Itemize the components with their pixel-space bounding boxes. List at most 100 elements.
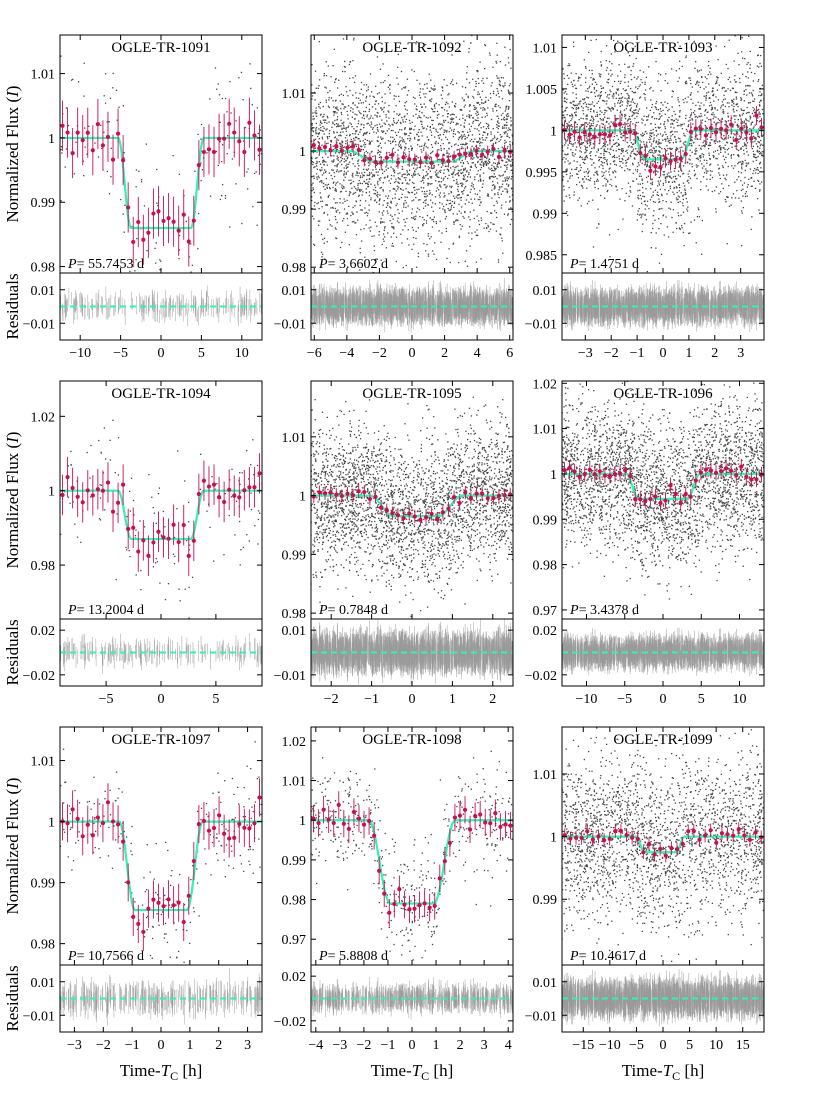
raw-point	[424, 143, 425, 144]
raw-point	[377, 56, 378, 57]
raw-point	[712, 177, 713, 178]
binned-point	[452, 155, 456, 159]
raw-point	[439, 159, 440, 160]
raw-point	[504, 140, 505, 141]
raw-point	[506, 161, 507, 162]
raw-point	[470, 211, 471, 212]
raw-point	[441, 232, 442, 233]
raw-point	[367, 213, 368, 214]
raw-point	[369, 104, 370, 105]
raw-point	[225, 195, 226, 196]
raw-point	[447, 178, 448, 179]
raw-point	[332, 187, 333, 188]
raw-point	[446, 228, 447, 229]
raw-point	[378, 136, 379, 137]
raw-point	[366, 96, 367, 97]
raw-point	[507, 133, 508, 134]
raw-point	[433, 90, 434, 91]
raw-point	[424, 96, 425, 97]
raw-point	[416, 211, 417, 212]
raw-point	[319, 221, 320, 222]
binned-point	[227, 122, 231, 126]
raw-point	[364, 84, 365, 85]
raw-point	[318, 88, 319, 89]
raw-point	[319, 161, 320, 162]
raw-point	[352, 95, 353, 96]
raw-point	[366, 192, 367, 193]
raw-point	[345, 232, 346, 233]
raw-point	[434, 108, 435, 109]
raw-point	[321, 123, 322, 124]
raw-point	[373, 131, 374, 132]
raw-point	[510, 117, 511, 118]
raw-point	[510, 125, 511, 126]
raw-point	[317, 136, 318, 137]
raw-point	[472, 159, 473, 160]
raw-point	[414, 71, 415, 72]
raw-point	[344, 106, 345, 107]
raw-point	[393, 246, 394, 247]
raw-point	[400, 179, 401, 180]
raw-point	[393, 226, 394, 227]
raw-point	[465, 142, 466, 143]
raw-point	[331, 97, 332, 98]
raw-point	[356, 137, 357, 138]
raw-point	[498, 118, 499, 119]
raw-point	[475, 119, 476, 120]
raw-point	[416, 109, 417, 110]
raw-point	[220, 199, 221, 200]
raw-point	[374, 115, 375, 116]
raw-point	[488, 125, 489, 126]
raw-point	[444, 148, 445, 149]
raw-point	[322, 254, 323, 255]
raw-point	[368, 89, 369, 90]
raw-point	[343, 180, 344, 181]
raw-point	[378, 103, 379, 104]
raw-point	[383, 182, 384, 183]
raw-point	[325, 172, 326, 173]
raw-point	[741, 200, 742, 201]
raw-point	[668, 153, 669, 154]
res-y-tick-label: 0.01	[282, 284, 307, 299]
raw-point	[364, 132, 365, 133]
raw-point	[419, 175, 420, 176]
raw-point	[401, 129, 402, 130]
raw-point	[419, 111, 420, 112]
raw-point	[105, 103, 106, 104]
raw-point	[252, 104, 253, 105]
raw-point	[420, 132, 421, 133]
raw-point	[399, 198, 400, 199]
raw-point	[509, 85, 510, 86]
raw-point	[98, 156, 99, 157]
raw-point	[570, 162, 571, 163]
raw-point	[446, 131, 447, 132]
raw-point	[391, 223, 392, 224]
raw-point	[461, 191, 462, 192]
raw-point	[450, 203, 451, 204]
raw-point	[327, 229, 328, 230]
raw-point	[664, 132, 665, 133]
raw-point	[511, 120, 512, 121]
raw-point	[753, 110, 754, 111]
raw-point	[369, 195, 370, 196]
raw-point	[428, 235, 429, 236]
raw-point	[343, 147, 344, 148]
raw-point	[360, 113, 361, 114]
raw-point	[501, 119, 502, 120]
raw-point	[352, 207, 353, 208]
raw-point	[492, 108, 493, 109]
raw-point	[500, 227, 501, 228]
raw-point	[585, 157, 586, 158]
raw-point	[358, 103, 359, 104]
raw-point	[394, 152, 395, 153]
raw-point	[343, 108, 344, 109]
raw-point	[328, 97, 329, 98]
raw-point	[422, 217, 423, 218]
raw-point	[586, 137, 587, 138]
raw-point	[352, 221, 353, 222]
res-y-tick-label: −0.01	[274, 317, 306, 332]
raw-point	[419, 216, 420, 217]
raw-point	[496, 139, 497, 140]
raw-point	[220, 141, 221, 142]
